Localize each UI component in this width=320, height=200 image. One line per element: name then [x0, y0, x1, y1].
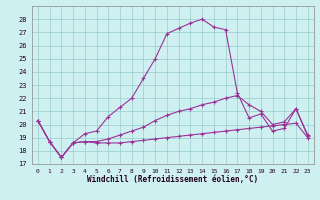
- X-axis label: Windchill (Refroidissement éolien,°C): Windchill (Refroidissement éolien,°C): [87, 175, 258, 184]
